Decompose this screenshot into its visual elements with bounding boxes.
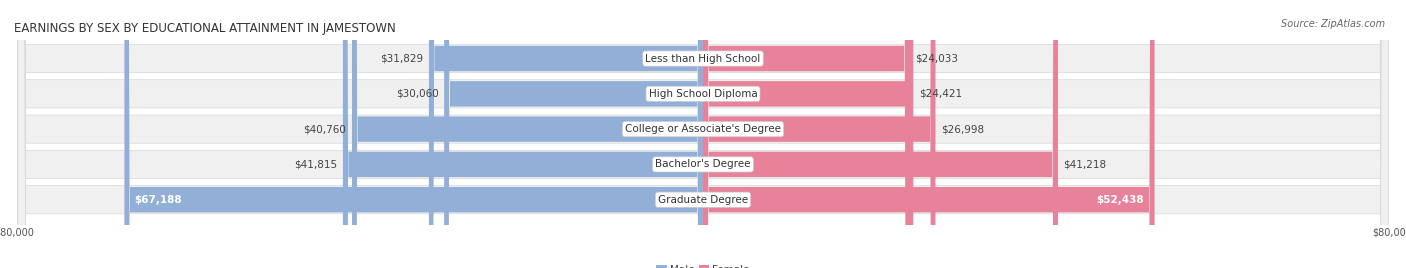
FancyBboxPatch shape xyxy=(444,0,703,268)
Text: $52,438: $52,438 xyxy=(1097,195,1144,205)
FancyBboxPatch shape xyxy=(429,0,703,268)
Legend: Male, Female: Male, Female xyxy=(652,261,754,268)
Text: $24,033: $24,033 xyxy=(915,54,959,64)
Text: EARNINGS BY SEX BY EDUCATIONAL ATTAINMENT IN JAMESTOWN: EARNINGS BY SEX BY EDUCATIONAL ATTAINMEN… xyxy=(14,22,396,35)
Text: College or Associate's Degree: College or Associate's Degree xyxy=(626,124,780,134)
FancyBboxPatch shape xyxy=(703,0,914,268)
FancyBboxPatch shape xyxy=(17,0,1389,268)
Text: $24,421: $24,421 xyxy=(918,89,962,99)
FancyBboxPatch shape xyxy=(17,0,1389,268)
Text: Bachelor's Degree: Bachelor's Degree xyxy=(655,159,751,169)
Text: $67,188: $67,188 xyxy=(135,195,183,205)
Text: $26,998: $26,998 xyxy=(941,124,984,134)
FancyBboxPatch shape xyxy=(17,0,1389,268)
FancyBboxPatch shape xyxy=(703,0,910,268)
FancyBboxPatch shape xyxy=(703,0,935,268)
FancyBboxPatch shape xyxy=(703,0,1057,268)
Text: $41,815: $41,815 xyxy=(294,159,337,169)
Text: Graduate Degree: Graduate Degree xyxy=(658,195,748,205)
FancyBboxPatch shape xyxy=(17,0,1389,268)
FancyBboxPatch shape xyxy=(343,0,703,268)
Text: Less than High School: Less than High School xyxy=(645,54,761,64)
FancyBboxPatch shape xyxy=(352,0,703,268)
Text: High School Diploma: High School Diploma xyxy=(648,89,758,99)
Text: $31,829: $31,829 xyxy=(380,54,423,64)
Text: $30,060: $30,060 xyxy=(396,89,439,99)
FancyBboxPatch shape xyxy=(17,0,1389,268)
Text: $40,760: $40,760 xyxy=(304,124,346,134)
FancyBboxPatch shape xyxy=(124,0,703,268)
FancyBboxPatch shape xyxy=(703,0,1154,268)
Text: Source: ZipAtlas.com: Source: ZipAtlas.com xyxy=(1281,19,1385,29)
Text: $41,218: $41,218 xyxy=(1063,159,1107,169)
